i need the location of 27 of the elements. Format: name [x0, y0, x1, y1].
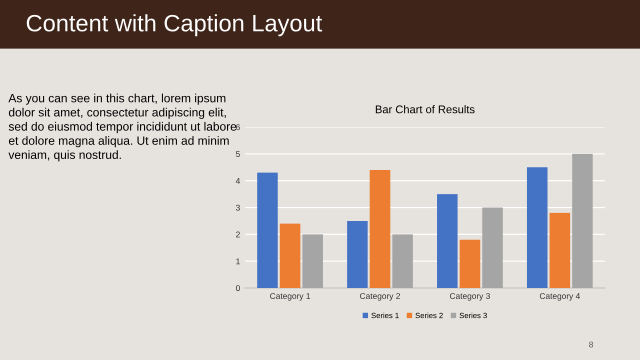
text: 8	[589, 342, 594, 348]
bar	[482, 208, 503, 288]
y-tick-label: 2	[236, 232, 240, 238]
bar	[302, 234, 323, 288]
y-tick-label: 4	[236, 178, 240, 184]
bar	[460, 240, 480, 288]
x-tick-label: Category 4	[540, 293, 580, 301]
bar	[526, 167, 548, 288]
y-tick-label: 1	[236, 258, 240, 264]
bar	[280, 224, 300, 288]
y-tick-label: 0	[236, 285, 240, 292]
x-tick-label: Category 1	[270, 293, 310, 301]
chart-title: Bar Chart of Results	[376, 105, 475, 114]
text: Content with Caption Layout	[26, 14, 322, 36]
bar	[257, 172, 278, 288]
bar	[572, 154, 593, 288]
x-tick-label: Category 2	[360, 293, 400, 301]
x-tick-label: Category 3	[450, 293, 490, 301]
y-tick-label: 5	[236, 151, 240, 157]
bar	[370, 170, 390, 288]
bar	[347, 220, 368, 288]
text: As you can see in this chart, lorem ipsum dolor sit amet, consectetur adipiscing elit, sed do eiusmod tempor incididunt ut labore et dolore magna aliqua. Ut enim ad minim veniam, quis nostrud.	[8, 94, 236, 162]
y-tick-label: 3	[236, 204, 240, 211]
bar	[550, 212, 570, 288]
bar	[392, 234, 413, 288]
y-tick-label: 6	[236, 124, 240, 130]
bar	[437, 194, 458, 288]
